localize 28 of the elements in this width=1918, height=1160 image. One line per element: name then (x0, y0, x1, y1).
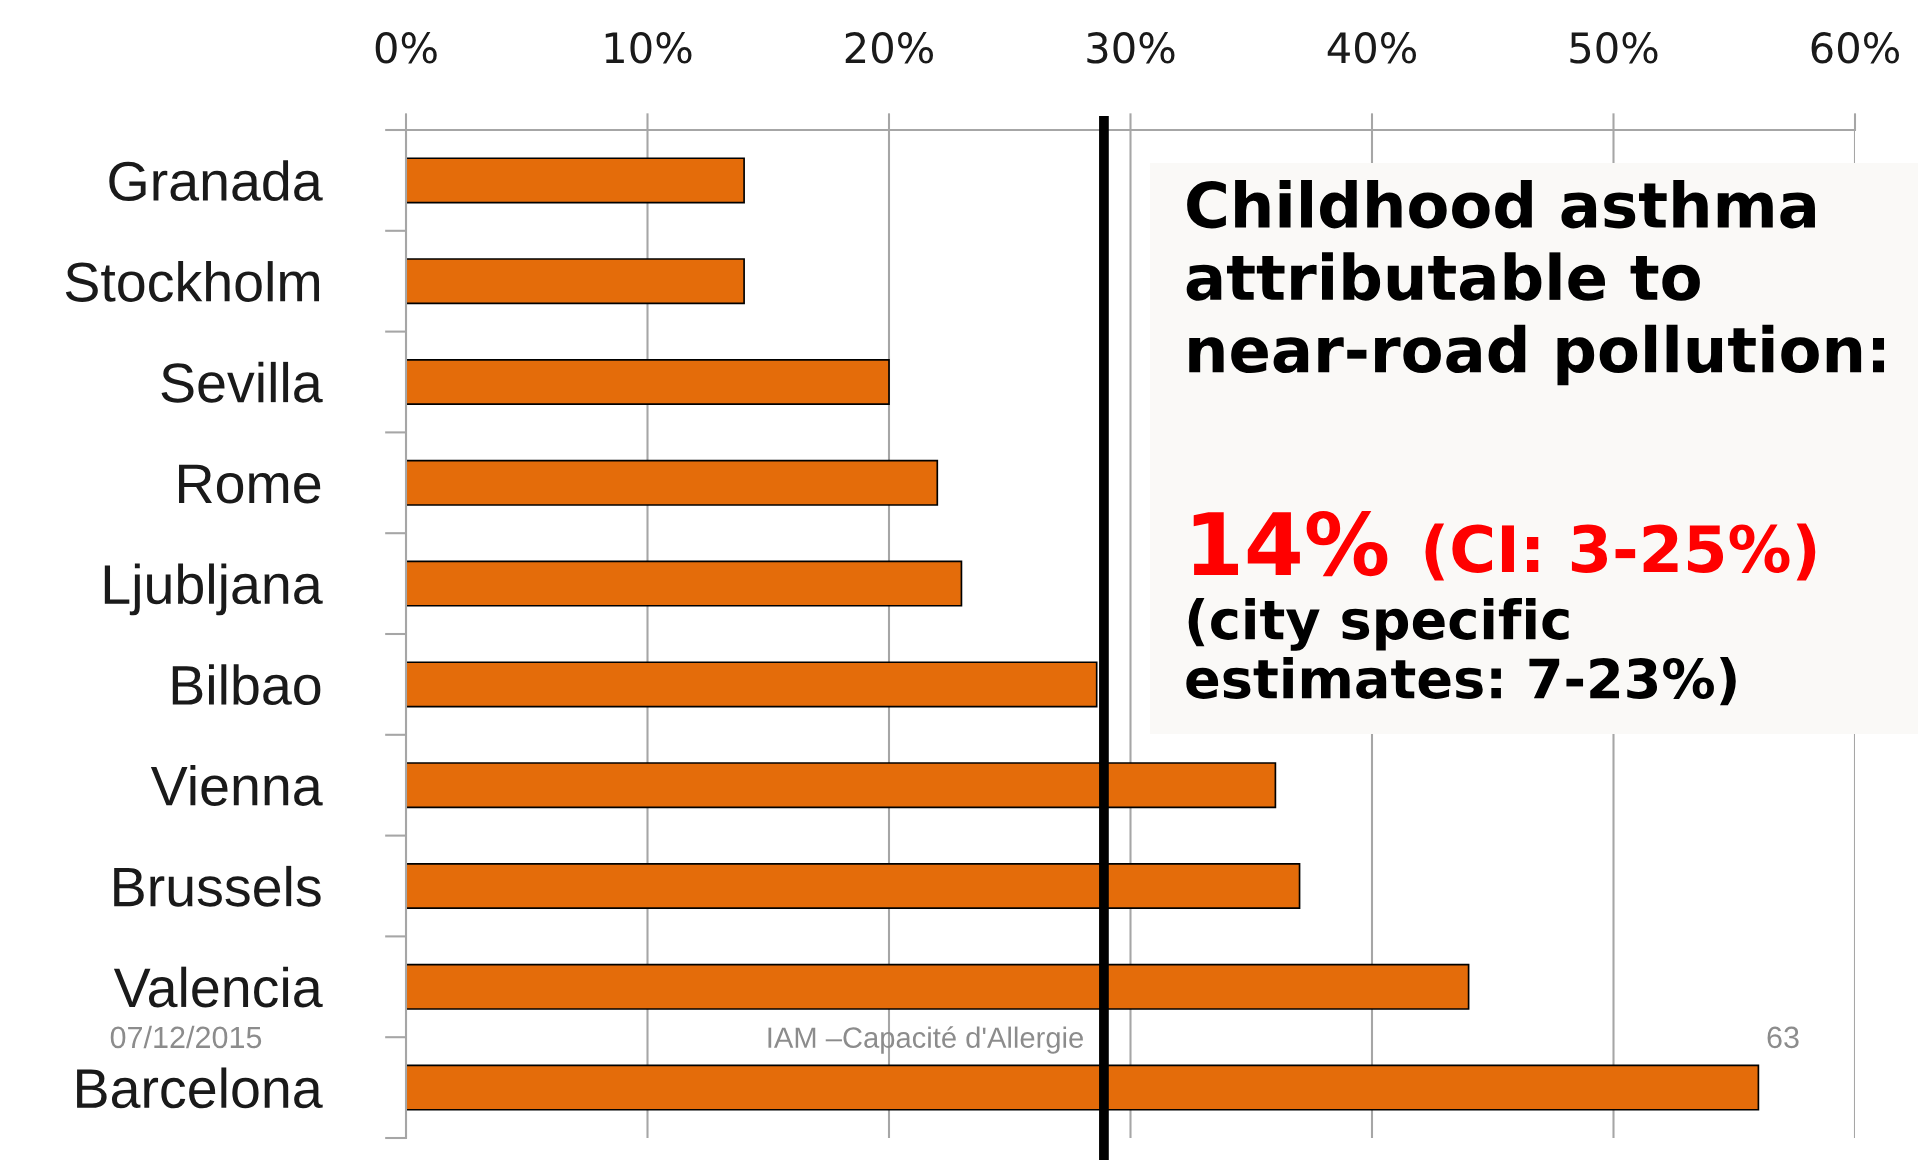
x-tick-label: 40% (1327, 32, 1417, 64)
y-tick-label: Brussels (114, 865, 321, 907)
y-tick-label: Valencia (113, 966, 323, 1008)
x-tick-label: 30% (1087, 32, 1175, 64)
bar (406, 358, 890, 406)
y-tick-label: Granada (109, 160, 323, 202)
y-tick-label: Vienna (150, 765, 323, 806)
x-tick-label: 10% (605, 32, 692, 64)
text: 07/12/2015 (110, 1025, 262, 1049)
bar (406, 459, 939, 506)
y-tick-label: Bilbao (172, 664, 321, 706)
y-tick-label: Barcelona (77, 1067, 323, 1109)
y-tick-label: Ljubljana (104, 563, 323, 616)
bar (406, 258, 745, 305)
annotation: 14% (1193, 511, 1388, 577)
y-tick-label: Rome (179, 464, 321, 504)
bar (406, 157, 745, 204)
x-tick-label: 60% (1811, 32, 1900, 64)
x-tick-label: 0% (375, 32, 437, 64)
x-tick-label: 20% (845, 32, 934, 64)
bar (406, 560, 963, 607)
x-tick-label: 50% (1570, 32, 1658, 64)
annotation: 63 (1767, 1026, 1799, 1049)
text: Childhood asthma attributable to near-road pollution: (1186, 180, 1885, 386)
annotation: (city specific estimates: 7-23%) (1186, 598, 1736, 706)
y-tick-label: Stockholm (65, 261, 320, 302)
y-tick-label: Sevilla (161, 361, 323, 403)
annotation: (CI: 3-25%) (1425, 523, 1816, 581)
